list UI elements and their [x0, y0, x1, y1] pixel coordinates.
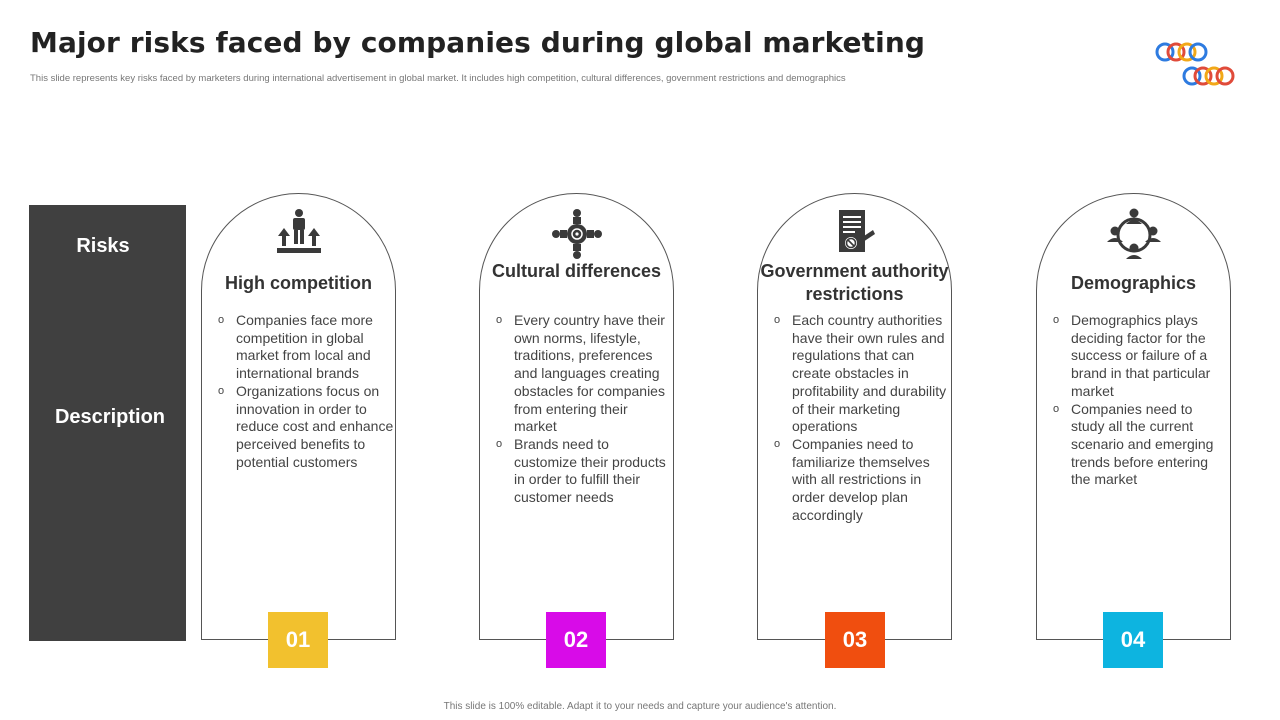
bullet-item: Each country authorities have their own … — [774, 312, 950, 436]
risk-card-cultural-differences: Cultural differences Every country have … — [479, 193, 674, 640]
bullet-list: Demographics plays deciding factor for t… — [1053, 312, 1229, 489]
brand-logo-icon — [1155, 42, 1235, 86]
row-labels-panel: Risks Description — [29, 205, 186, 641]
competition-icon — [276, 209, 321, 253]
demographics-people-icon — [1106, 208, 1161, 259]
card-heading: Cultural differences — [491, 261, 662, 281]
bullet-list: Companies face more competition in globa… — [218, 312, 394, 471]
number-badge-04: 04 — [1103, 612, 1163, 668]
bullet-list: Each country authorities have their own … — [774, 312, 950, 524]
bullet-item: Companies need to study all the current … — [1053, 401, 1229, 490]
page-title: Major risks faced by companies during gl… — [30, 26, 926, 59]
bullet-item: Companies face more competition in globa… — [218, 312, 394, 383]
footer-note: This slide is 100% editable. Adapt it to… — [443, 701, 837, 712]
risks-label: Risks — [76, 235, 130, 257]
bullet-item: Organizations focus on innovation in ord… — [218, 383, 394, 472]
number-badge-02: 02 — [546, 612, 606, 668]
description-label: Description — [54, 406, 166, 428]
card-heading: Government authority restrictions — [760, 261, 949, 304]
risk-card-government-restrictions: Government authority restrictions Each c… — [757, 193, 952, 640]
regulation-document-icon — [838, 210, 875, 252]
page-subtitle: This slide represents key risks faced by… — [30, 73, 846, 84]
card-heading: High competition — [225, 273, 372, 293]
bullet-item: Every country have their own norms, life… — [496, 312, 672, 436]
cultural-network-icon — [551, 209, 602, 259]
number-badge-01: 01 — [268, 612, 328, 668]
number-badge-03: 03 — [825, 612, 885, 668]
bullet-item: Demographics plays deciding factor for t… — [1053, 312, 1229, 401]
bullet-item: Brands need to customize their products … — [496, 436, 672, 507]
risk-card-high-competition: High competition Companies face more com… — [201, 193, 396, 640]
bullet-list: Every country have their own norms, life… — [496, 312, 672, 507]
risk-card-demographics: Demographics Demographics plays deciding… — [1036, 193, 1231, 640]
bullet-item: Companies need to familiarize themselves… — [774, 436, 950, 525]
card-heading: Demographics — [1070, 273, 1197, 293]
